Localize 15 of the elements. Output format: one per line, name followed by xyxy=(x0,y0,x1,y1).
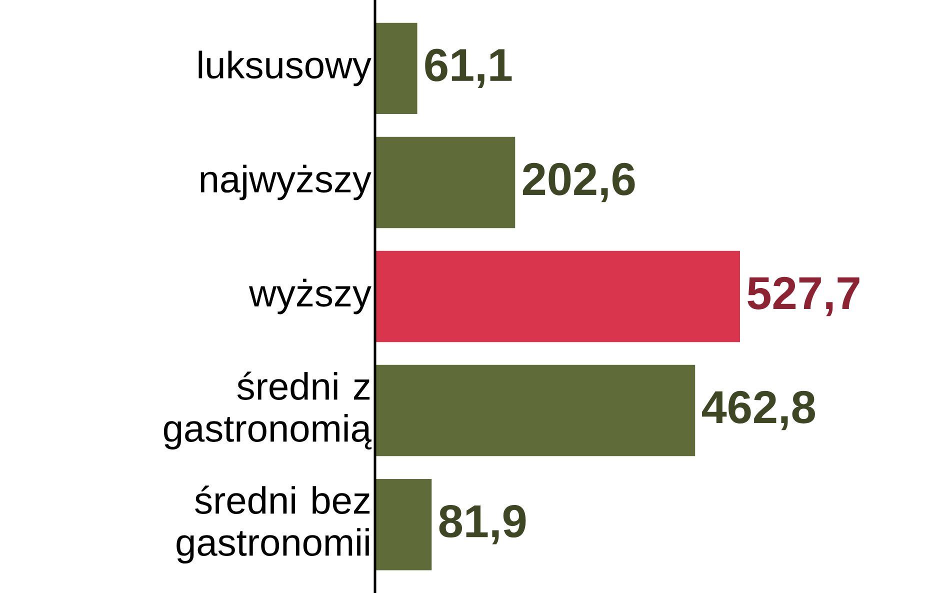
y-tick-label: najwyższy xyxy=(200,164,372,200)
bar xyxy=(375,364,696,456)
data-label: 527,7 xyxy=(748,276,860,316)
bar xyxy=(375,22,418,114)
y-tick-label: luksusowy xyxy=(198,50,372,86)
data-label: 61,1 xyxy=(425,48,512,88)
bar xyxy=(375,136,516,228)
y-tick-label: średni bez gastronomii xyxy=(176,486,370,564)
data-label: 462,8 xyxy=(702,390,815,430)
y-tick-label: wyższy xyxy=(248,278,372,314)
data-label: 202,6 xyxy=(522,162,635,202)
data-label: 81,9 xyxy=(439,504,526,544)
bar xyxy=(375,478,432,570)
bar xyxy=(375,250,740,342)
y-tick-label: średni z gastronomią xyxy=(164,372,372,450)
